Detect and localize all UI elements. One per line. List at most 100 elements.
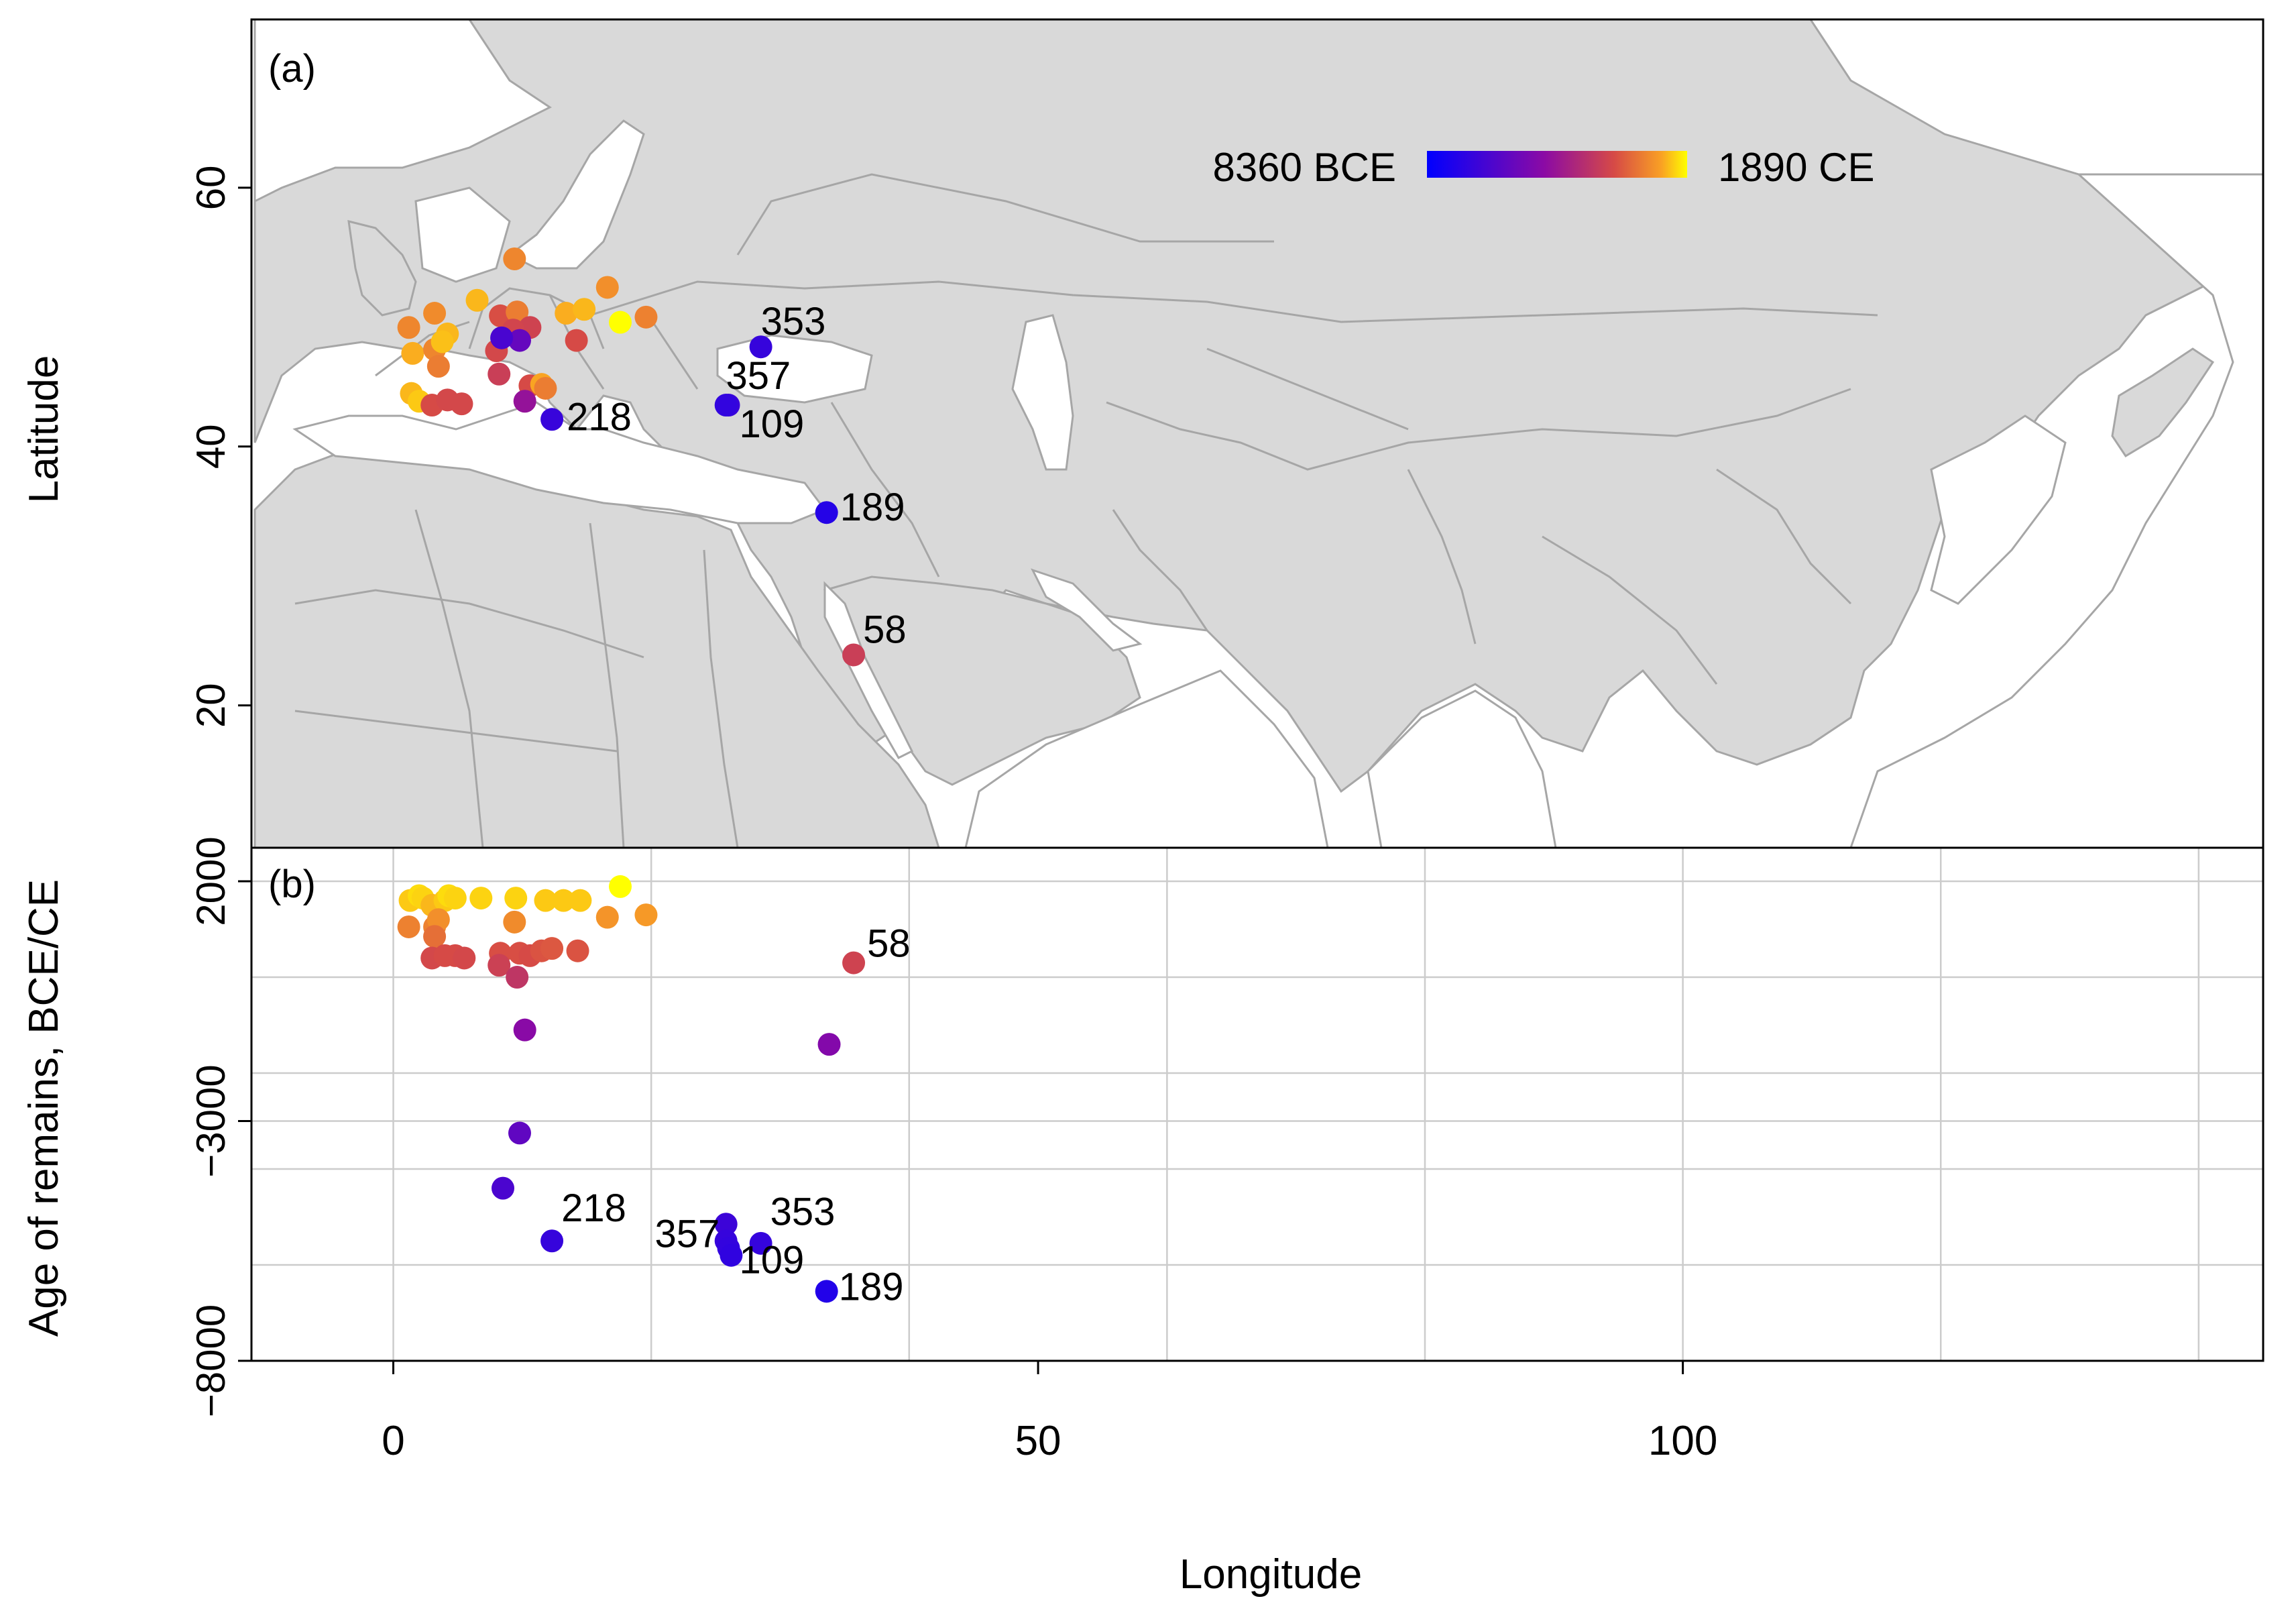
mediterranean-sea — [292, 401, 827, 524]
age-point — [609, 875, 632, 898]
panel-a-y-axis: 20 40 60 — [188, 165, 253, 728]
panel-a-y-tick-label: 60 — [188, 165, 233, 210]
bay-of-bengal — [1367, 689, 1557, 848]
age-point — [443, 887, 467, 910]
map-point-label: 353 — [761, 300, 826, 343]
panel-b-x-label: Longitude — [1180, 1551, 1362, 1598]
age-point — [817, 1033, 841, 1056]
color-legend: 8360 BCE 1890 CE — [1212, 145, 1874, 190]
age-point — [634, 903, 658, 927]
map-point — [573, 298, 596, 321]
panel-b-x-axis: 0 50 100 — [382, 1359, 1717, 1464]
age-point-label: 357 — [655, 1213, 720, 1256]
map-point — [513, 390, 536, 413]
arabian-sea — [964, 669, 1329, 848]
panel-b-tag: (b) — [268, 862, 316, 906]
map-point — [609, 311, 632, 334]
map-point — [595, 276, 619, 299]
landmass-layer — [253, 19, 2263, 848]
map-point — [534, 376, 557, 400]
map-point — [465, 288, 489, 312]
panel-b-y-tick-label: −3000 — [188, 1064, 233, 1178]
panel-a-y-tick-label: 40 — [188, 424, 233, 469]
age-point — [397, 915, 420, 938]
panel-b-x-tick-label: 100 — [1648, 1418, 1717, 1464]
map-point — [540, 408, 564, 431]
age-point-label: 218 — [561, 1186, 626, 1230]
red-sea — [823, 581, 914, 759]
caspian-sea — [1011, 314, 1074, 471]
age-point — [503, 910, 526, 934]
age-point — [552, 889, 575, 912]
map-point — [508, 329, 531, 352]
persian-gulf — [1031, 568, 1143, 652]
panel-a-y-tick-label: 20 — [188, 683, 233, 728]
panel-b-y-tick-label: −8000 — [188, 1304, 233, 1418]
map-point — [487, 362, 511, 386]
eurasia-landmass — [253, 19, 2215, 793]
age-point — [492, 1176, 514, 1200]
map-point — [815, 501, 838, 524]
map-point-label: 357 — [726, 354, 791, 398]
age-point — [749, 1231, 772, 1255]
age-point — [534, 889, 557, 912]
map-point — [401, 341, 424, 365]
age-point-label: 353 — [770, 1190, 836, 1233]
map-point — [634, 305, 658, 329]
country-borders — [294, 173, 1878, 848]
age-point-label: 109 — [740, 1239, 805, 1282]
age-point — [506, 966, 529, 989]
britain-landmass — [347, 220, 417, 317]
japan-landmass — [2111, 347, 2215, 458]
age-point — [423, 925, 447, 948]
age-point — [453, 946, 476, 970]
arctic-ocean — [253, 19, 552, 203]
age-point — [714, 1213, 738, 1236]
map-point — [490, 326, 514, 349]
age-point — [469, 887, 493, 910]
age-point — [566, 939, 589, 962]
map-point — [714, 394, 738, 417]
panel-b-point-labels: 58 218 353 357 109 189 — [561, 922, 911, 1309]
map-point — [503, 247, 526, 270]
east-china-sea — [1930, 414, 2067, 605]
panel-b-points — [397, 875, 866, 1303]
map-point — [506, 300, 529, 324]
age-point — [513, 1018, 536, 1042]
age-point — [508, 1121, 531, 1145]
map-point — [450, 392, 473, 416]
panel-b-grid — [251, 848, 2263, 1361]
age-point — [540, 937, 564, 960]
age-point — [720, 1243, 743, 1267]
color-legend-min-label: 8360 BCE — [1212, 145, 1396, 190]
panel-b-x-tick-label: 0 — [382, 1418, 404, 1464]
panel-b-y-label: Age of remains, BCE/CE — [21, 879, 67, 1337]
map-point — [423, 302, 447, 325]
panel-b-frame — [250, 846, 2264, 1362]
panel-b-y-axis: 2000 −3000 −8000 — [188, 836, 253, 1418]
age-point — [540, 1229, 564, 1253]
map-point-label: 58 — [863, 608, 907, 651]
color-legend-max-label: 1890 CE — [1718, 145, 1875, 190]
age-point — [569, 889, 592, 912]
north-sea — [414, 186, 511, 283]
age-point — [595, 905, 619, 929]
map-point-label: 218 — [567, 395, 632, 439]
map-point — [565, 329, 588, 352]
map-point — [431, 330, 454, 353]
age-point — [504, 887, 528, 910]
map-point-label: 109 — [740, 402, 805, 446]
panel-a: (a) 20 40 60 Latitude 8360 BCE 1890 CE 353… — [21, 18, 2264, 849]
color-legend-bar — [1427, 151, 1687, 178]
age-point-label: 58 — [867, 922, 911, 966]
panel-a-points — [397, 247, 866, 667]
panel-b-y-tick-label: 2000 — [188, 836, 233, 926]
pacific-ocean — [1849, 173, 2263, 848]
map-point — [749, 335, 772, 359]
map-point-label: 189 — [840, 486, 905, 529]
age-point — [842, 951, 866, 974]
map-point — [842, 643, 866, 667]
panel-a-y-label: Latitude — [21, 355, 67, 504]
